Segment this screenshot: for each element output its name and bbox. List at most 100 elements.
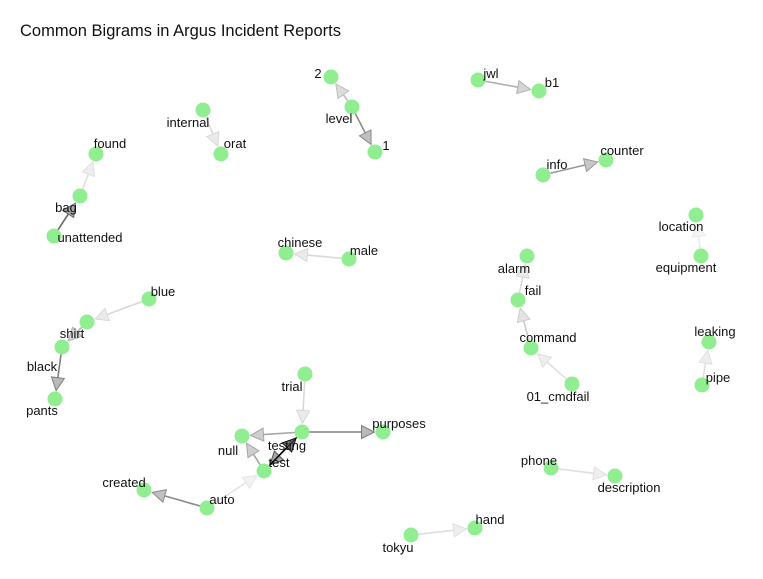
node-label-1: 1 (382, 138, 389, 153)
node-b1 (531, 83, 547, 99)
edge-line (518, 276, 524, 293)
edge-line (307, 254, 342, 260)
edge-line (263, 431, 295, 436)
node-alarm (519, 248, 535, 264)
edge-arrowhead (205, 130, 220, 148)
edge-arrowhead (516, 307, 531, 324)
edge-arrowhead (151, 489, 168, 504)
node-label-orat: orat (224, 136, 247, 151)
edge-arrowhead (698, 349, 713, 365)
edge-fail-to-alarm (515, 263, 530, 293)
edge-arrowhead (358, 129, 372, 146)
edge-bag-to-found (81, 160, 95, 190)
edge-line (164, 495, 201, 507)
edge-line (550, 164, 586, 175)
node-label-pants: pants (26, 403, 58, 418)
node-label-purposes: purposes (372, 416, 426, 431)
node-label-pipe: pipe (706, 370, 731, 385)
edge-tokyu-to-hand (418, 523, 468, 538)
node-level (344, 99, 360, 115)
edge-arrowhead (515, 263, 530, 280)
edge-arrowhead (61, 202, 76, 219)
edge-arrowhead (241, 475, 258, 490)
node-shirt (79, 314, 95, 330)
node-label-location: location (659, 219, 704, 234)
edge-pipe-to-leaking (698, 349, 713, 378)
nodes-layer (46, 69, 717, 543)
node-label-tokyu: tokyu (382, 540, 413, 555)
node-label-black: black (27, 359, 58, 374)
edge-command-to-fail (516, 307, 531, 341)
node-label-b1: b1 (545, 75, 559, 90)
edge-level-to-1 (354, 113, 372, 146)
node-label-description: description (598, 480, 661, 495)
edge-line (278, 436, 298, 457)
node-label-found: found (94, 136, 127, 151)
node-purposes (375, 424, 391, 440)
edge-jwl-to-b1 (485, 79, 532, 95)
edge-trial-to-testing (295, 381, 311, 425)
edge-arrowhead (293, 247, 309, 263)
edge-line (205, 116, 214, 135)
node-pants (47, 391, 63, 407)
node-phone (543, 460, 559, 476)
edge-arrowhead (249, 427, 265, 442)
edge-line (252, 453, 261, 466)
edge-testing-to-null (249, 427, 295, 442)
node-label-trial: trial (282, 379, 303, 394)
edge-arrowhead (93, 307, 111, 322)
node-null (234, 428, 250, 444)
edge-line (697, 236, 701, 249)
node-label-testing: testing (268, 438, 306, 453)
edge-line (485, 80, 518, 88)
edge-arrowhead (452, 523, 468, 538)
edge-arrowhead (81, 160, 95, 178)
node-label-phone: phone (521, 453, 557, 468)
node-trial (297, 366, 313, 382)
edge-shirt-to-black (67, 326, 83, 342)
node-label-command: command (519, 330, 576, 345)
edge-line (81, 173, 90, 190)
edge-male-to-chinese (293, 247, 342, 263)
node-label-null: null (218, 443, 238, 458)
edges-layer (50, 79, 713, 538)
node-found (88, 146, 104, 162)
edge-arrowhead (335, 83, 350, 100)
edge-line (302, 381, 306, 411)
edge-level-to-2 (335, 83, 350, 102)
node-hand (467, 520, 483, 536)
edge-black-to-pants (50, 354, 66, 392)
node-pipe (694, 377, 710, 393)
edge-test-to-null (245, 442, 261, 466)
edge-line (342, 94, 349, 102)
edge-line (522, 320, 530, 341)
node-black (54, 339, 70, 355)
node-testing (294, 424, 310, 440)
node-label-chinese: chinese (278, 235, 323, 250)
node-01-cmdfail (564, 376, 580, 392)
edge-line (702, 363, 707, 378)
edge-info-to-counter (550, 157, 599, 175)
node-label-alarm: alarm (498, 261, 531, 276)
node-label-01-cmdfail: 01_cmdfail (527, 389, 590, 404)
node-auto (199, 500, 215, 516)
node-label-bag: bag (55, 200, 77, 215)
edge-unattended-to-bag (57, 202, 76, 231)
node-info (535, 167, 551, 183)
edge-testing-to-test (269, 436, 298, 466)
edge-arrowhead (67, 326, 83, 342)
node-command (523, 340, 539, 356)
node-created (136, 482, 152, 498)
node-label-blue: blue (151, 284, 176, 299)
node-leaking (701, 334, 717, 350)
node-label-auto: auto (209, 492, 234, 507)
node-test (256, 463, 272, 479)
labels-layer: 2 level 1 jwl b1 internal orat found bag unattend… (26, 66, 736, 555)
node-label-shirt: shirt (60, 326, 85, 341)
node-label-jwl: jwl (482, 66, 498, 81)
edge-line (558, 468, 594, 475)
edge-arrowhead (269, 450, 285, 466)
node-bag (72, 188, 88, 204)
node-label-2: 2 (314, 66, 321, 81)
edge-line (418, 529, 454, 535)
